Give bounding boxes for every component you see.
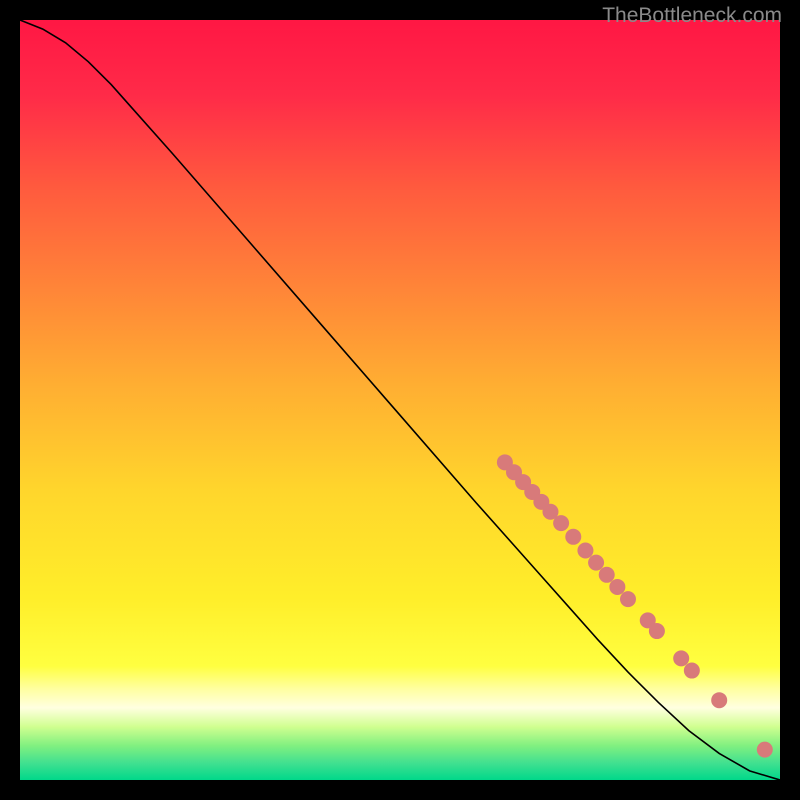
curve-layer bbox=[20, 20, 780, 780]
data-point bbox=[565, 529, 581, 545]
data-point bbox=[684, 663, 700, 679]
chart-plot-area bbox=[20, 20, 780, 780]
data-markers bbox=[497, 454, 773, 757]
data-point bbox=[553, 515, 569, 531]
data-point bbox=[673, 650, 689, 666]
data-point bbox=[609, 579, 625, 595]
data-point bbox=[588, 555, 604, 571]
data-point bbox=[711, 692, 727, 708]
data-point bbox=[620, 591, 636, 607]
bottleneck-curve bbox=[20, 20, 780, 780]
watermark-text: TheBottleneck.com bbox=[602, 4, 782, 28]
data-point bbox=[649, 623, 665, 639]
data-point bbox=[577, 542, 593, 558]
data-point bbox=[599, 567, 615, 583]
data-point bbox=[757, 742, 773, 758]
